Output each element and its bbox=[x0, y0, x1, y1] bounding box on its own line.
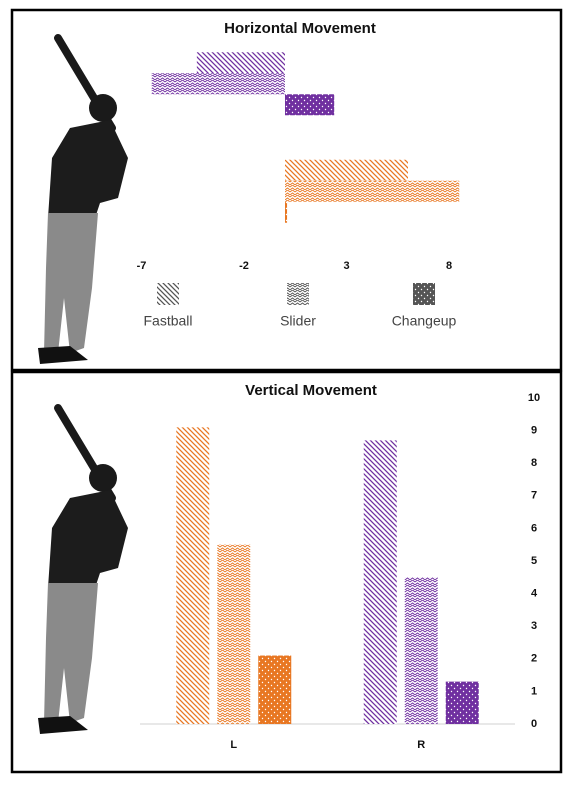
legend-label: Fastball bbox=[143, 313, 192, 329]
legend-label: Changeup bbox=[392, 313, 457, 329]
y-tick-label: 1 bbox=[531, 685, 537, 697]
x-tick-label: 8 bbox=[446, 260, 452, 272]
player-image bbox=[38, 38, 128, 364]
bar bbox=[285, 159, 408, 181]
bar bbox=[196, 52, 285, 74]
panel-border bbox=[10, 370, 563, 774]
chart-title: Vertical Movement bbox=[245, 382, 377, 399]
y-tick-label: 10 bbox=[528, 392, 540, 404]
bar bbox=[285, 180, 460, 202]
y-tick-label: 0 bbox=[531, 718, 537, 730]
y-tick-label: 3 bbox=[531, 620, 537, 632]
bar bbox=[258, 655, 292, 724]
y-tick-label: 9 bbox=[531, 425, 537, 437]
bar bbox=[285, 201, 288, 223]
x-tick-label: -2 bbox=[239, 260, 249, 272]
bar bbox=[404, 577, 438, 724]
bar bbox=[151, 73, 285, 95]
bar bbox=[285, 94, 335, 116]
y-tick-label: 8 bbox=[531, 457, 537, 469]
x-tick-label: 3 bbox=[343, 260, 349, 272]
legend-label: Slider bbox=[280, 313, 316, 329]
y-tick-label: 4 bbox=[531, 588, 538, 600]
legend-swatch bbox=[413, 283, 435, 305]
bar bbox=[445, 681, 479, 724]
x-tick-label: -7 bbox=[137, 260, 147, 272]
bar bbox=[363, 440, 397, 724]
panel-border bbox=[10, 8, 563, 372]
y-tick-label: 6 bbox=[531, 522, 537, 534]
legend-swatch bbox=[157, 283, 179, 305]
bar bbox=[176, 427, 210, 724]
player-image bbox=[38, 408, 128, 734]
y-tick-label: 2 bbox=[531, 653, 537, 665]
chart-title: Horizontal Movement bbox=[224, 20, 376, 37]
y-tick-label: 5 bbox=[531, 555, 537, 567]
x-tick-label: R bbox=[417, 739, 425, 751]
bar bbox=[217, 544, 251, 724]
legend-swatch bbox=[287, 283, 309, 305]
y-tick-label: 7 bbox=[531, 490, 537, 502]
x-tick-label: L bbox=[230, 739, 237, 751]
